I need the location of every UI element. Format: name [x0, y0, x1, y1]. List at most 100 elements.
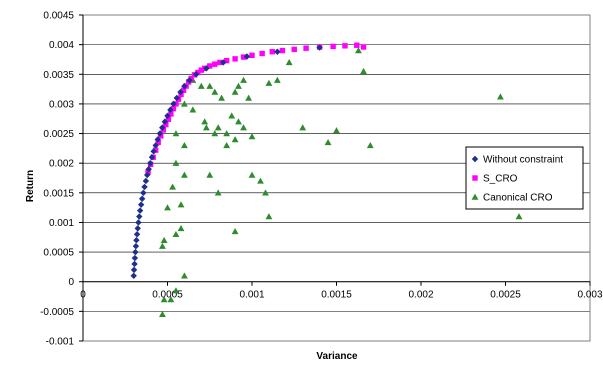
- legend-label: Without constraint: [483, 155, 563, 166]
- data-point: [214, 189, 222, 196]
- y-tick-label: 0.0045: [43, 11, 74, 22]
- y-tick-label: -0.0005: [40, 307, 74, 318]
- data-point: [163, 121, 169, 128]
- data-point: [223, 142, 231, 149]
- data-point: [136, 213, 143, 220]
- data-point: [198, 67, 204, 73]
- data-point: [180, 87, 187, 93]
- x-tick-label: 0.0005: [152, 290, 183, 301]
- data-point: [159, 310, 166, 318]
- data-point: [181, 272, 188, 279]
- x-tick-label: 0.001: [239, 290, 264, 301]
- data-point: [135, 219, 142, 226]
- data-point: [189, 106, 197, 113]
- data-point: [159, 124, 166, 131]
- data-point: [324, 139, 332, 146]
- legend-label: S_CRO: [483, 174, 518, 185]
- data-point: [273, 76, 281, 83]
- data-point: [193, 71, 200, 78]
- data-point: [164, 204, 171, 211]
- data-point: [231, 136, 239, 143]
- data-point: [240, 124, 247, 131]
- y-tick-label: 0.002: [49, 159, 74, 170]
- data-point: [220, 59, 227, 66]
- data-point: [259, 50, 265, 57]
- tick-labels: -0.001 -0.0005 0 0.0005 0.001 0.0015 0.002 0.00…: [40, 11, 603, 348]
- data-point: [212, 61, 218, 67]
- data-point: [150, 148, 157, 155]
- data-point: [299, 124, 307, 131]
- data-point: [206, 82, 214, 89]
- data-point: [342, 43, 348, 49]
- y-axis-title: Return: [25, 170, 36, 202]
- y-tick-label: 0.004: [49, 40, 74, 51]
- legend-marker: [471, 193, 479, 200]
- data-point: [232, 56, 238, 62]
- series-without-constraint: [130, 44, 323, 279]
- y-tick-label: 0.0035: [43, 70, 74, 81]
- legend-label: Canonical CRO: [483, 193, 553, 204]
- data-point: [217, 59, 223, 66]
- data-point: [133, 231, 141, 238]
- data-point: [145, 165, 152, 173]
- data-point: [235, 82, 242, 89]
- data-point: [248, 171, 256, 178]
- data-point: [132, 248, 139, 256]
- data-point: [186, 77, 193, 84]
- data-point: [240, 54, 247, 60]
- data-point: [188, 75, 194, 82]
- data-point: [136, 207, 144, 214]
- data-point: [291, 46, 297, 53]
- x-tick-label: 0.003: [577, 290, 602, 301]
- data-point: [141, 183, 148, 191]
- data-point: [168, 111, 174, 117]
- data-point: [170, 105, 177, 112]
- data-point: [354, 42, 360, 48]
- data-point: [156, 130, 164, 137]
- data-point: [167, 296, 175, 303]
- data-point: [333, 127, 340, 134]
- data-point: [160, 127, 166, 133]
- x-tick-label: 0.0025: [490, 290, 521, 301]
- data-point: [366, 142, 374, 149]
- data-point: [173, 94, 180, 102]
- data-point: [269, 49, 275, 55]
- y-tick-label: 0: [68, 277, 74, 288]
- data-point: [177, 201, 185, 208]
- data-point: [223, 57, 230, 64]
- data-point: [355, 47, 362, 54]
- data-point: [316, 44, 323, 51]
- data-point: [169, 183, 176, 190]
- data-point: [160, 236, 168, 243]
- y-tick-label: -0.001: [46, 337, 75, 348]
- data-point: [177, 88, 184, 96]
- data-point: [134, 225, 141, 232]
- data-point: [131, 260, 138, 268]
- data-point: [497, 93, 504, 100]
- data-point: [265, 213, 273, 220]
- data-point: [211, 88, 219, 95]
- data-point: [137, 201, 145, 208]
- data-point: [181, 82, 188, 90]
- data-point: [231, 227, 239, 235]
- data-point: [303, 45, 309, 51]
- data-points: [130, 42, 523, 318]
- y-tick-label: 0.0015: [43, 188, 74, 199]
- data-point: [161, 118, 168, 125]
- data-point: [130, 266, 138, 274]
- y-tick-label: 0.0025: [43, 129, 74, 140]
- data-point: [133, 237, 140, 244]
- legend: Without constraint S_CRO Canonical CRO: [465, 146, 584, 210]
- data-point: [158, 133, 164, 139]
- data-point: [202, 124, 210, 131]
- data-point: [155, 139, 161, 146]
- data-point: [152, 147, 159, 153]
- data-point: [262, 189, 269, 196]
- data-point: [167, 106, 174, 114]
- data-point: [265, 79, 273, 86]
- series-s-cro: [145, 42, 367, 175]
- x-tick-label: 0.0015: [321, 290, 352, 301]
- y-tick-label: 0.003: [49, 99, 74, 110]
- data-point: [142, 177, 150, 185]
